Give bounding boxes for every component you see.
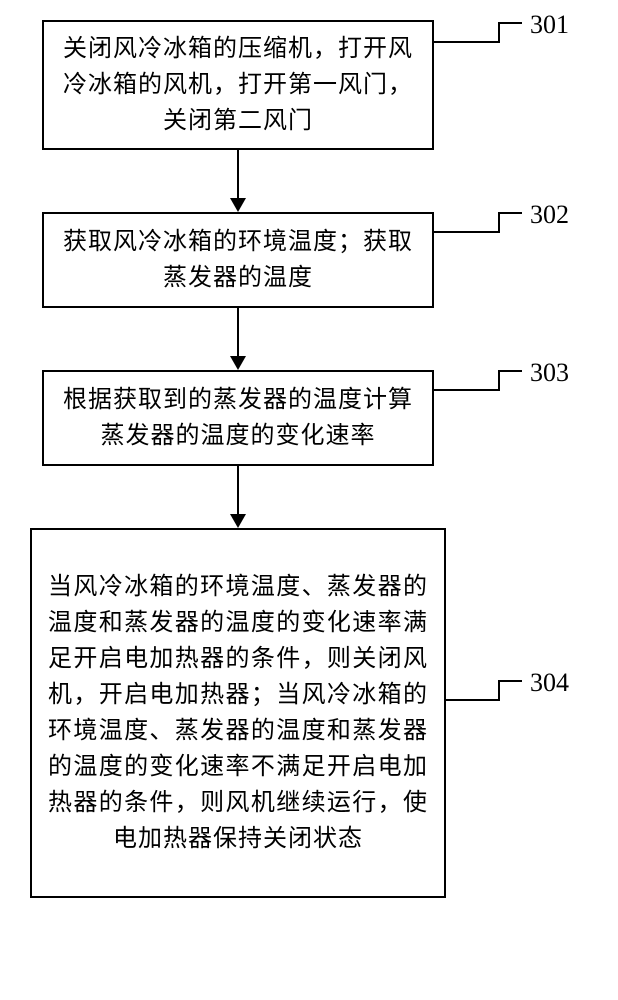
step-label-304: 304	[530, 668, 569, 698]
step-text-304: 当风冷冰箱的环境温度、蒸发器的温度和蒸发器的温度的变化速率满足开启电加热器的条件…	[48, 569, 428, 857]
arrow-3-line	[237, 466, 239, 514]
leader-line-304-h2	[498, 680, 522, 682]
leader-line-302	[434, 231, 498, 233]
step-box-302: 获取风冷冰箱的环境温度；获取蒸发器的温度	[42, 212, 434, 308]
step-text-303: 根据获取到的蒸发器的温度计算蒸发器的温度的变化速率	[60, 382, 416, 454]
leader-line-303-h2	[498, 370, 522, 372]
step-label-303: 303	[530, 358, 569, 388]
arrow-1-head	[230, 198, 246, 212]
leader-line-303-v	[498, 370, 500, 391]
leader-line-302-v	[498, 212, 500, 233]
leader-line-301	[434, 41, 498, 43]
step-box-304: 当风冷冰箱的环境温度、蒸发器的温度和蒸发器的温度的变化速率满足开启电加热器的条件…	[30, 528, 446, 898]
step-text-302: 获取风冷冰箱的环境温度；获取蒸发器的温度	[60, 224, 416, 296]
leader-line-303	[434, 389, 498, 391]
leader-line-301-h2	[498, 22, 522, 24]
step-label-302: 302	[530, 200, 569, 230]
step-text-301: 关闭风冷冰箱的压缩机，打开风冷冰箱的风机，打开第一风门，关闭第二风门	[60, 31, 416, 139]
arrow-2-head	[230, 356, 246, 370]
flowchart-canvas: 关闭风冷冰箱的压缩机，打开风冷冰箱的风机，打开第一风门，关闭第二风门 301 获…	[0, 0, 618, 1000]
step-box-301: 关闭风冷冰箱的压缩机，打开风冷冰箱的风机，打开第一风门，关闭第二风门	[42, 20, 434, 150]
leader-line-304	[446, 699, 498, 701]
arrow-1-line	[237, 150, 239, 198]
leader-line-301-v	[498, 22, 500, 43]
arrow-3-head	[230, 514, 246, 528]
step-label-301: 301	[530, 10, 569, 40]
leader-line-302-h2	[498, 212, 522, 214]
leader-line-304-v	[498, 680, 500, 701]
arrow-2-line	[237, 308, 239, 356]
step-box-303: 根据获取到的蒸发器的温度计算蒸发器的温度的变化速率	[42, 370, 434, 466]
